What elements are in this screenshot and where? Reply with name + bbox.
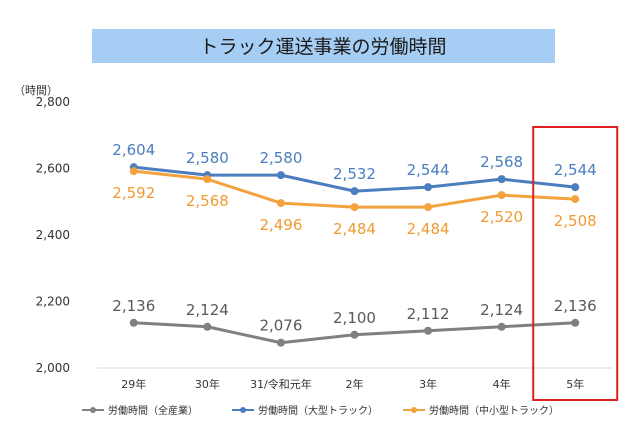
data-point <box>424 326 433 335</box>
legend-item: 労働時間（全産業） <box>82 404 198 417</box>
data-point <box>350 203 359 212</box>
x-tick-label: 2年 <box>346 377 364 391</box>
y-tick-label: 2,800 <box>36 95 70 109</box>
legend-marker <box>240 407 246 413</box>
data-label: 2,484 <box>333 220 376 238</box>
data-label: 2,124 <box>480 301 523 319</box>
data-point <box>497 175 506 184</box>
y-tick-label: 2,200 <box>36 295 70 309</box>
legend-item: 労働時間（大型トラック） <box>232 404 378 417</box>
chart-title-box <box>92 29 555 63</box>
data-point <box>203 322 212 331</box>
data-point <box>497 191 506 200</box>
data-point <box>203 175 212 184</box>
data-point <box>571 183 580 192</box>
data-label: 2,580 <box>186 149 229 167</box>
data-label: 2,100 <box>333 309 376 327</box>
legend: 労働時間（全産業） 労働時間（大型トラック） 労働時間（中小型トラック） <box>82 404 559 417</box>
legend-marker <box>411 407 417 413</box>
data-point <box>424 203 433 212</box>
data-label: 2,484 <box>407 220 450 238</box>
x-tick-label: 4年 <box>493 377 511 391</box>
data-point <box>350 187 359 196</box>
data-label: 2,112 <box>407 305 450 323</box>
legend-marker <box>90 407 96 413</box>
y-axis-unit: （時間） <box>14 84 58 97</box>
y-tick-label: 2,400 <box>36 228 70 242</box>
chart-title: トラック運送事業の労働時間 <box>199 36 446 58</box>
data-point <box>497 322 506 331</box>
data-label: 2,124 <box>186 301 229 319</box>
y-tick-label: 2,600 <box>36 162 70 176</box>
x-axis-ticks: 29年 30年 31/令和元年 2年 3年 4年 5年 <box>121 377 584 391</box>
data-label: 2,520 <box>480 208 523 226</box>
data-label: 2,568 <box>186 192 229 210</box>
data-point <box>350 330 359 339</box>
data-point <box>129 167 138 176</box>
series-0: 2,136 2,124 2,076 2,100 2,112 2,124 2,136 <box>112 297 597 347</box>
series-2: 2,592 2,568 2,496 2,484 2,484 2,520 2,508 <box>112 167 597 238</box>
x-tick-label: 3年 <box>419 377 437 391</box>
data-label: 2,544 <box>554 161 597 179</box>
data-label: 2,532 <box>333 165 376 183</box>
data-point <box>276 171 285 180</box>
highlight-box <box>532 126 619 401</box>
y-axis-ticks: 2,000 2,200 2,400 2,600 2,800 <box>36 95 70 375</box>
data-label: 2,604 <box>112 141 155 159</box>
data-label: 2,568 <box>480 153 523 171</box>
data-point <box>129 318 138 327</box>
data-label: 2,076 <box>259 317 302 335</box>
data-label: 2,508 <box>554 212 597 230</box>
data-label: 2,544 <box>407 161 450 179</box>
y-tick-label: 2,000 <box>36 361 70 375</box>
legend-label: 労働時間（大型トラック） <box>258 404 378 417</box>
x-tick-label: 30年 <box>195 377 220 391</box>
legend-label: 労働時間（中小型トラック） <box>429 404 559 417</box>
data-point <box>571 318 580 327</box>
data-point <box>276 199 285 208</box>
x-tick-label: 5年 <box>566 377 584 391</box>
x-tick-label: 31/令和元年 <box>250 377 312 391</box>
data-label: 2,580 <box>259 149 302 167</box>
data-point <box>276 338 285 347</box>
data-label: 2,496 <box>259 216 302 234</box>
data-point <box>424 183 433 192</box>
data-label: 2,136 <box>554 297 597 315</box>
data-label: 2,592 <box>112 184 155 202</box>
data-point <box>571 195 580 204</box>
data-label: 2,136 <box>112 297 155 315</box>
series-1: 2,604 2,580 2,580 2,532 2,544 2,568 2,544 <box>112 141 597 196</box>
series-layer: 2,136 2,124 2,076 2,100 2,112 2,124 2,136 2,604… <box>112 141 597 347</box>
x-tick-label: 29年 <box>121 377 146 391</box>
legend-item: 労働時間（中小型トラック） <box>403 404 559 417</box>
legend-label: 労働時間（全産業） <box>108 404 198 417</box>
